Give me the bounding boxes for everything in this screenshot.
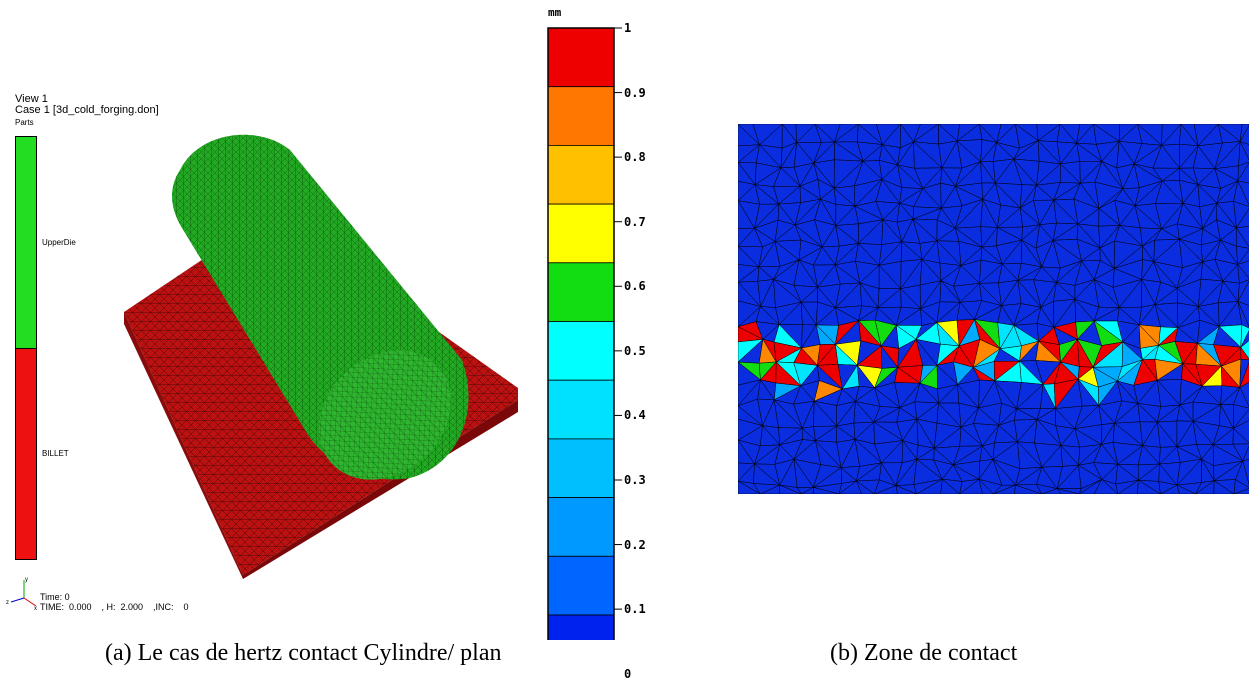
scale-tick-label: 0.4 — [624, 408, 646, 423]
scale-tick-label: 0.1 — [624, 602, 646, 617]
scale-tick-label: 0.2 — [624, 537, 646, 552]
axis-triad-icon: y x z — [6, 577, 37, 610]
scale-band — [547, 438, 615, 498]
mesh-element — [1056, 488, 1080, 494]
mesh-element — [813, 487, 840, 494]
parts-legend-label: Parts — [15, 118, 34, 127]
scale-band — [547, 321, 615, 381]
mesh-element — [895, 485, 917, 494]
time-readout: Time: 0 — [40, 592, 70, 602]
color-scale-bar — [547, 27, 622, 640]
scale-band — [547, 497, 615, 557]
svg-text:z: z — [6, 600, 9, 606]
view-title: View 1 — [15, 93, 48, 105]
mesh-element — [940, 478, 961, 494]
svg-text:y: y — [25, 577, 28, 583]
contact-zone-mesh — [738, 124, 1249, 494]
case-title: Case 1 [3d_cold_forging.don] — [15, 104, 159, 116]
scale-band — [547, 203, 615, 264]
mesh-element — [779, 484, 802, 494]
parts-legend-bar — [15, 136, 37, 560]
parts-legend-upperdie-label: UpperDie — [42, 238, 76, 247]
caption-a: (a) Le cas de hertz contact Cylindre/ pl… — [105, 640, 502, 666]
scale-band — [547, 27, 615, 88]
scale-tick-label: 1 — [624, 21, 632, 35]
scale-band — [547, 144, 615, 205]
mesh-element — [1233, 488, 1249, 494]
scale-unit-label: mm — [548, 6, 562, 19]
billet-front-face — [124, 312, 243, 579]
mesh-element — [978, 478, 994, 494]
scale-tick-label: 0.9 — [624, 85, 646, 100]
scale-tick-label: 0.5 — [624, 343, 646, 358]
scale-tick-label: 0.3 — [624, 472, 646, 487]
mesh-element — [1176, 484, 1196, 494]
mesh-element — [855, 480, 875, 494]
scale-tick-label: 0 — [624, 666, 632, 681]
caption-b: (b) Zone de contact — [830, 640, 1018, 666]
parts-legend-upperdie-swatch — [16, 137, 36, 348]
scale-tick-label: 0.6 — [624, 279, 646, 294]
contact-mesh-lines — [738, 124, 1249, 494]
cylinder-end-mesh — [318, 350, 452, 480]
scale-band — [547, 262, 615, 322]
mesh-element — [1137, 479, 1161, 494]
parts-legend-billet-label: BILLET — [42, 449, 69, 458]
scale-band — [547, 379, 615, 440]
scale-band — [547, 86, 615, 146]
time-inc-readout: TIME: 0.000 , H: 2.000 ,INC: 0 — [40, 602, 189, 612]
mesh-element — [1014, 484, 1042, 494]
mesh-element — [1213, 480, 1235, 494]
scale-band — [547, 614, 615, 640]
scale-tick-label: 0.8 — [624, 150, 646, 165]
mesh-element — [738, 480, 761, 494]
scale-band — [547, 555, 615, 616]
mesh-element — [1093, 479, 1119, 494]
svg-text:x: x — [34, 606, 37, 610]
parts-legend-billet-swatch — [16, 348, 36, 559]
scale-tick-label: 0.7 — [624, 214, 646, 229]
cylinder-on-plane-model — [124, 134, 518, 579]
